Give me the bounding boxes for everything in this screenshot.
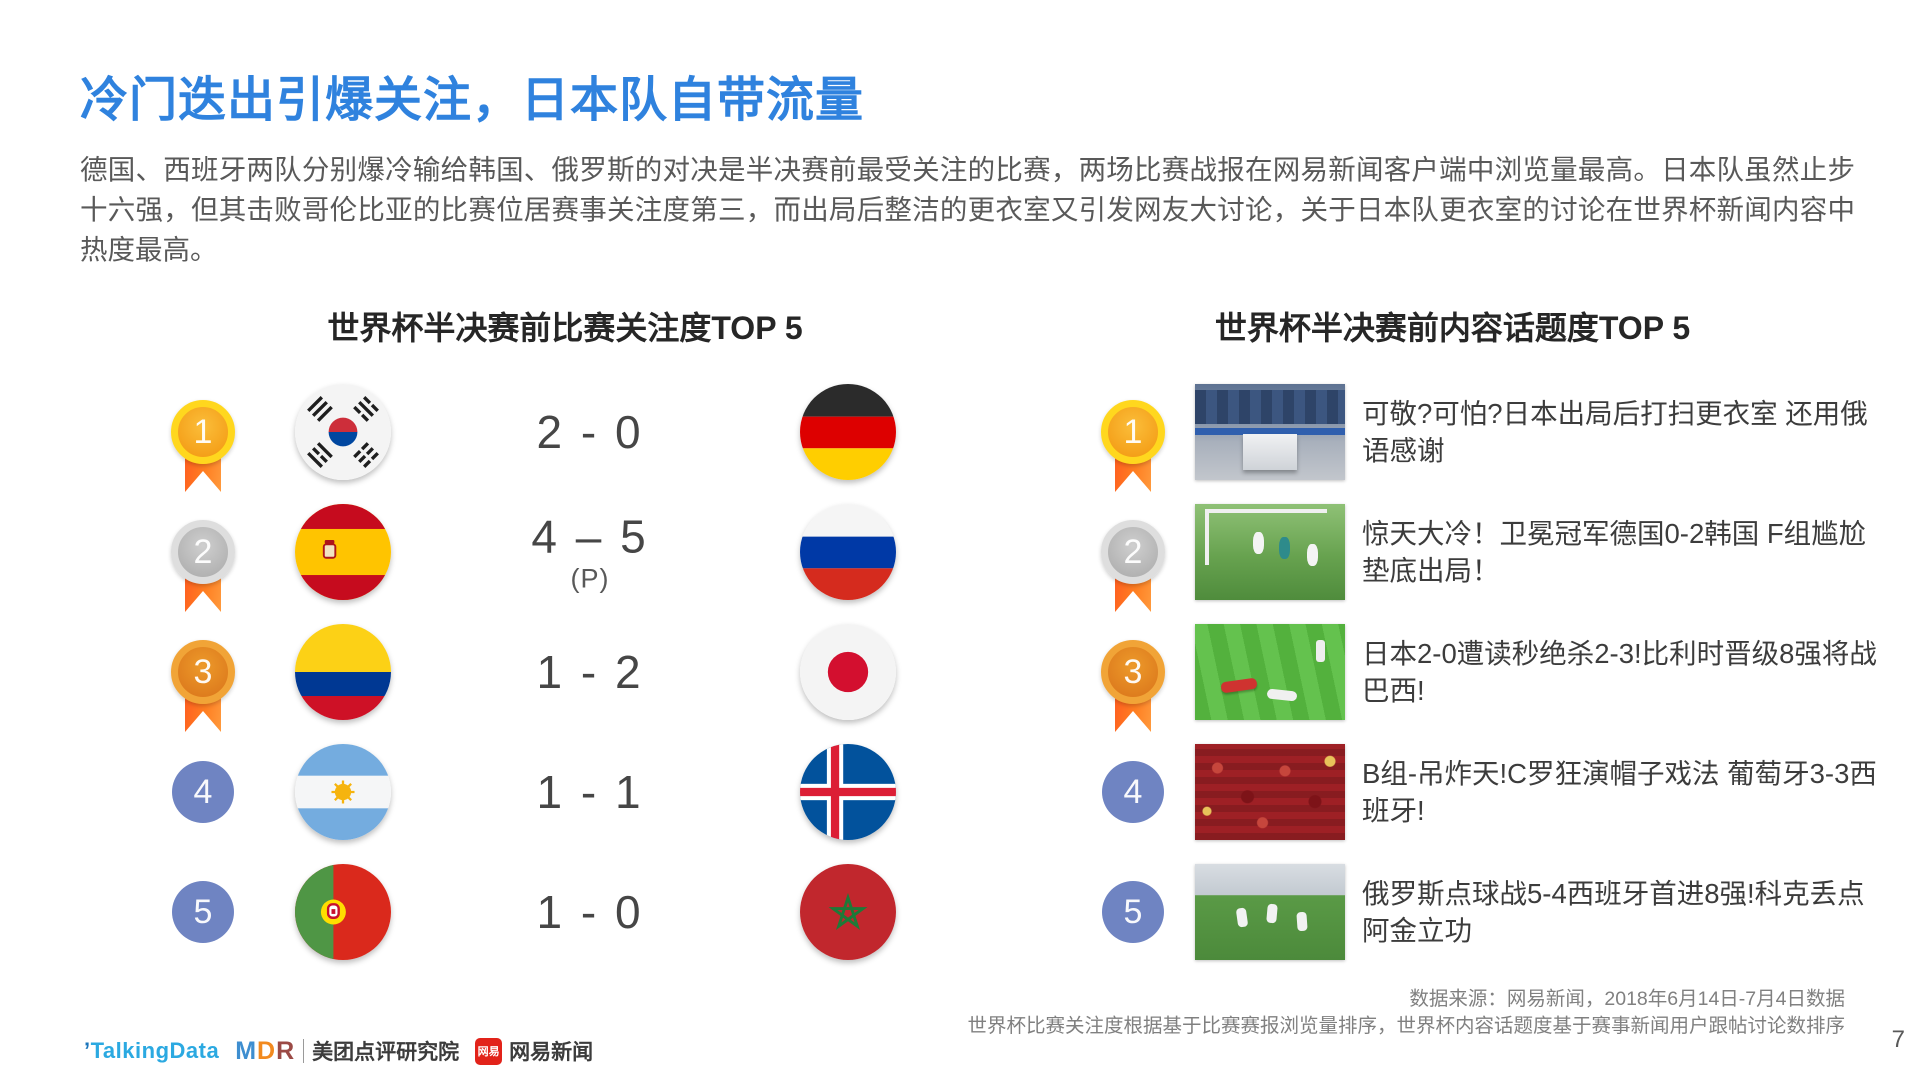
news-headline: 惊天大冷！卫冕冠军德国0-2韩国 F组尴尬垫底出局！ [1362,518,1867,586]
topic-row-1: 1 可敬?可怕?日本出局后打扫更衣室 还用俄语感谢 [1090,372,1890,492]
page-number: 7 [1891,1026,1905,1053]
goal-frame [1205,509,1327,565]
crowd-texture [1195,744,1345,840]
flag-russia-icon [800,504,896,600]
news-headline: 可敬?可怕?日本出局后打扫更衣室 还用俄语感谢 [1362,398,1868,466]
player-figure [1279,537,1290,559]
topic-row-4: 4 B组-吊炸天!C罗狂演帽子戏法 葡萄牙3-3西班牙! [1090,732,1890,852]
rank-number: 5 [1123,892,1143,931]
bronze-medal-icon: 3 [1100,640,1166,738]
flag-argentina-icon [295,744,391,840]
topic-row-5: 5 俄罗斯点球战5-4西班牙首进8强!科克丢点阿金立功 [1090,852,1890,972]
netease-news-label: 网易新闻 [509,1041,594,1064]
match-score: 1 - 1 [536,766,644,818]
match-row-4: 4 1 - 1 [150,732,930,852]
mdr-logo-icon: MDR [235,1036,296,1065]
match-row-1: 1 2 - 0 [150,372,930,492]
summary-paragraph: 德国、西班牙两队分别爆冷输给韩国、俄罗斯的对决是半决赛前最受关注的比赛，两场比赛… [80,154,1855,265]
meituan-dianping-research-logo: MDR 美团点评研究院 [235,1036,459,1066]
silver-medal-icon: 2 [170,520,236,618]
rank-number: 1 [1123,412,1143,451]
cleaning-table [1243,434,1297,470]
gold-medal-icon: 1 [170,400,236,498]
talkingdata-tick-icon: ’ [84,1038,91,1063]
match-score: 2 - 0 [536,406,644,458]
rank-number: 4 [193,772,213,811]
match-row-5: 5 1 - 0 [150,852,930,972]
player-figure [1235,907,1249,928]
flag-japan-icon [800,624,896,720]
rank-badge-icon: 5 [172,881,234,943]
flag-portugal-icon [295,864,391,960]
topic-row-3: 3 日本2-0遭读秒绝杀2-3!比利时晋级8强将战巴西! [1090,612,1890,732]
rank-number: 2 [193,532,213,571]
rank-number: 4 [1123,772,1143,811]
news-headline: 日本2-0遭读秒绝杀2-3!比利时晋级8强将战巴西! [1362,638,1877,706]
rank-number: 2 [1123,532,1143,571]
netease-news-logo: 网易 网易新闻 [475,1036,593,1066]
flag-south-korea-icon [295,384,391,480]
player-figure [1266,903,1278,924]
news-headline: B组-吊炸天!C罗狂演帽子戏法 葡萄牙3-3西班牙! [1362,758,1877,826]
match-row-3: 3 1 - 2 [150,612,930,732]
rank-number: 3 [1123,652,1143,691]
right-panel-title: 世界杯半决赛前内容话题度TOP 5 [1214,310,1691,346]
news-thumbnail-goalmouth-match [1195,504,1345,600]
silver-medal-icon: 2 [1100,520,1166,618]
lying-player-figure [1220,677,1258,694]
rank-number: 1 [193,412,213,451]
player-figure [1307,544,1318,566]
locker-wall [1195,390,1345,424]
rank-badge-icon: 4 [172,761,234,823]
flag-morocco-icon [800,864,896,960]
flag-iceland-icon [800,744,896,840]
rank-number: 3 [193,652,213,691]
news-thumbnail-locker-room [1195,384,1345,480]
news-thumbnail-red-crowd-fans [1195,744,1345,840]
news-headline: 俄罗斯点球战5-4西班牙首进8强!科克丢点阿金立功 [1362,878,1865,946]
match-score: 1 - 2 [536,646,644,698]
logo-divider [303,1039,305,1063]
match-score-note: (P) [570,563,610,594]
talkingdata-logo: ’TalkingData [84,1038,220,1063]
topic-row-2: 2 惊天大冷！卫冕冠军德国0-2韩国 F组尴尬垫底出局！ [1090,492,1890,612]
left-panel-title: 世界杯半决赛前比赛关注度TOP 5 [327,310,803,346]
player-figure [1253,532,1264,554]
topic-ranking-list: 1 可敬?可怕?日本出局后打扫更衣室 还用俄语感谢 2 [1090,372,1890,972]
gold-medal-icon: 1 [1100,400,1166,498]
locker-bench [1195,428,1345,435]
flag-colombia-icon [295,624,391,720]
data-source-line2: 世界杯比赛关注度根据基于比赛赛报浏览量排序，世界杯内容话题度基于赛事新闻用户跟帖… [967,1015,1845,1037]
rank-badge-icon: 5 [1102,881,1164,943]
footer-logos: ’TalkingData MDR 美团点评研究院 网易 网易新闻 [84,1036,593,1066]
flag-germany-icon [800,384,896,480]
flag-spain-icon [295,504,391,600]
page-title: 冷门迭出引爆关注，日本队自带流量 [80,74,865,127]
match-score: 4 – 5 [531,510,649,563]
lying-player-figure [1266,688,1298,702]
match-ranking-list: 1 2 - 0 [150,372,930,972]
match-score: 1 - 0 [536,886,644,938]
rank-number: 5 [193,892,213,931]
news-thumbnail-player-on-pitch [1195,624,1345,720]
netease-badge-icon: 网易 [475,1037,503,1065]
news-thumbnail-players-celebrate [1195,864,1345,960]
rank-badge-icon: 4 [1102,761,1164,823]
data-source-line1: 数据来源：网易新闻，2018年6月14日-7月4日数据 [1409,988,1845,1010]
data-source-note: 数据来源：网易新闻，2018年6月14日-7月4日数据 世界杯比赛关注度根据基于… [967,986,1845,1040]
player-figure [1296,911,1308,932]
meituan-research-label: 美团点评研究院 [312,1041,460,1064]
standing-player-figure [1316,640,1325,662]
bronze-medal-icon: 3 [170,640,236,738]
match-row-2: 2 4 – 5 (P) [150,492,930,612]
